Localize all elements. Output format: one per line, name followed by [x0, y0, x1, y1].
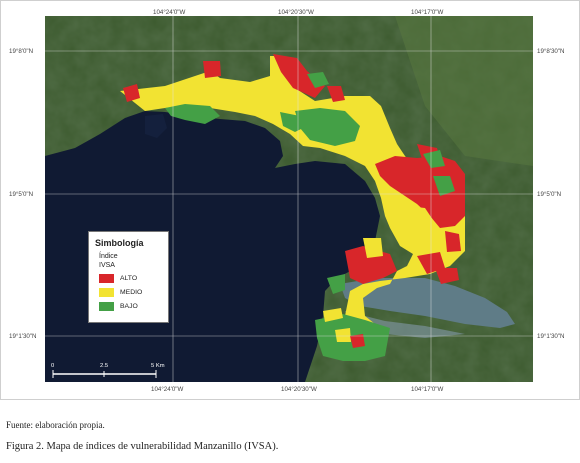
legend-title: Simbología	[95, 238, 144, 248]
figure-source: Fuente: elaboración propia.	[6, 420, 105, 430]
left-coord-2: 19°5'0"N	[9, 191, 34, 198]
top-coord-1: 104°24'0"W	[153, 9, 186, 16]
legend-subtitle-index: Índice	[99, 253, 118, 260]
map-canvas	[45, 16, 533, 382]
bottom-coord-2: 104°20'30"W	[281, 386, 317, 393]
scale-label-end: 5 Km	[151, 363, 165, 369]
inner-bay	[145, 114, 167, 138]
legend-label-bajo: BAJO	[120, 303, 138, 310]
legend-swatch-bajo	[99, 302, 114, 311]
left-coord-1: 19°8'0"N	[9, 48, 34, 55]
figure-frame: 104°24'0"W 104°20'30"W 104°17'0"W 104°24…	[0, 0, 580, 400]
legend-label-medio: MEDIO	[120, 289, 143, 296]
lagoon	[340, 278, 515, 328]
right-coord-3: 19°1'30"N	[537, 333, 565, 340]
vulnerability-zones	[120, 54, 465, 361]
scale-label-0: 0	[51, 363, 55, 369]
land-highlight	[395, 16, 533, 166]
scale-bar	[52, 370, 157, 378]
legend-swatch-medio	[99, 288, 114, 297]
graticule	[45, 16, 533, 382]
bottom-coord-3: 104°17'0"W	[411, 386, 444, 393]
satellite-map[interactable]	[45, 16, 533, 382]
bottom-coord-1: 104°24'0"W	[151, 386, 184, 393]
top-coord-3: 104°17'0"W	[411, 9, 444, 16]
legend-label-alto: ALTO	[120, 275, 138, 282]
right-coord-1: 19°8'30"N	[537, 48, 565, 55]
legend-subtitle-ivsa: IVSA	[99, 262, 115, 269]
left-coord-3: 19°1'30"N	[9, 333, 37, 340]
figure-caption: Figura 2. Mapa de índices de vulnerabili…	[6, 441, 279, 452]
map-legend: Simbología Índice IVSA ALTO MEDIO BAJO	[88, 231, 169, 323]
scale-label-mid: 2.5	[100, 363, 109, 369]
right-coord-2: 19°5'0"N	[537, 191, 562, 198]
top-coord-2: 104°20'30"W	[278, 9, 314, 16]
legend-swatch-alto	[99, 274, 114, 283]
